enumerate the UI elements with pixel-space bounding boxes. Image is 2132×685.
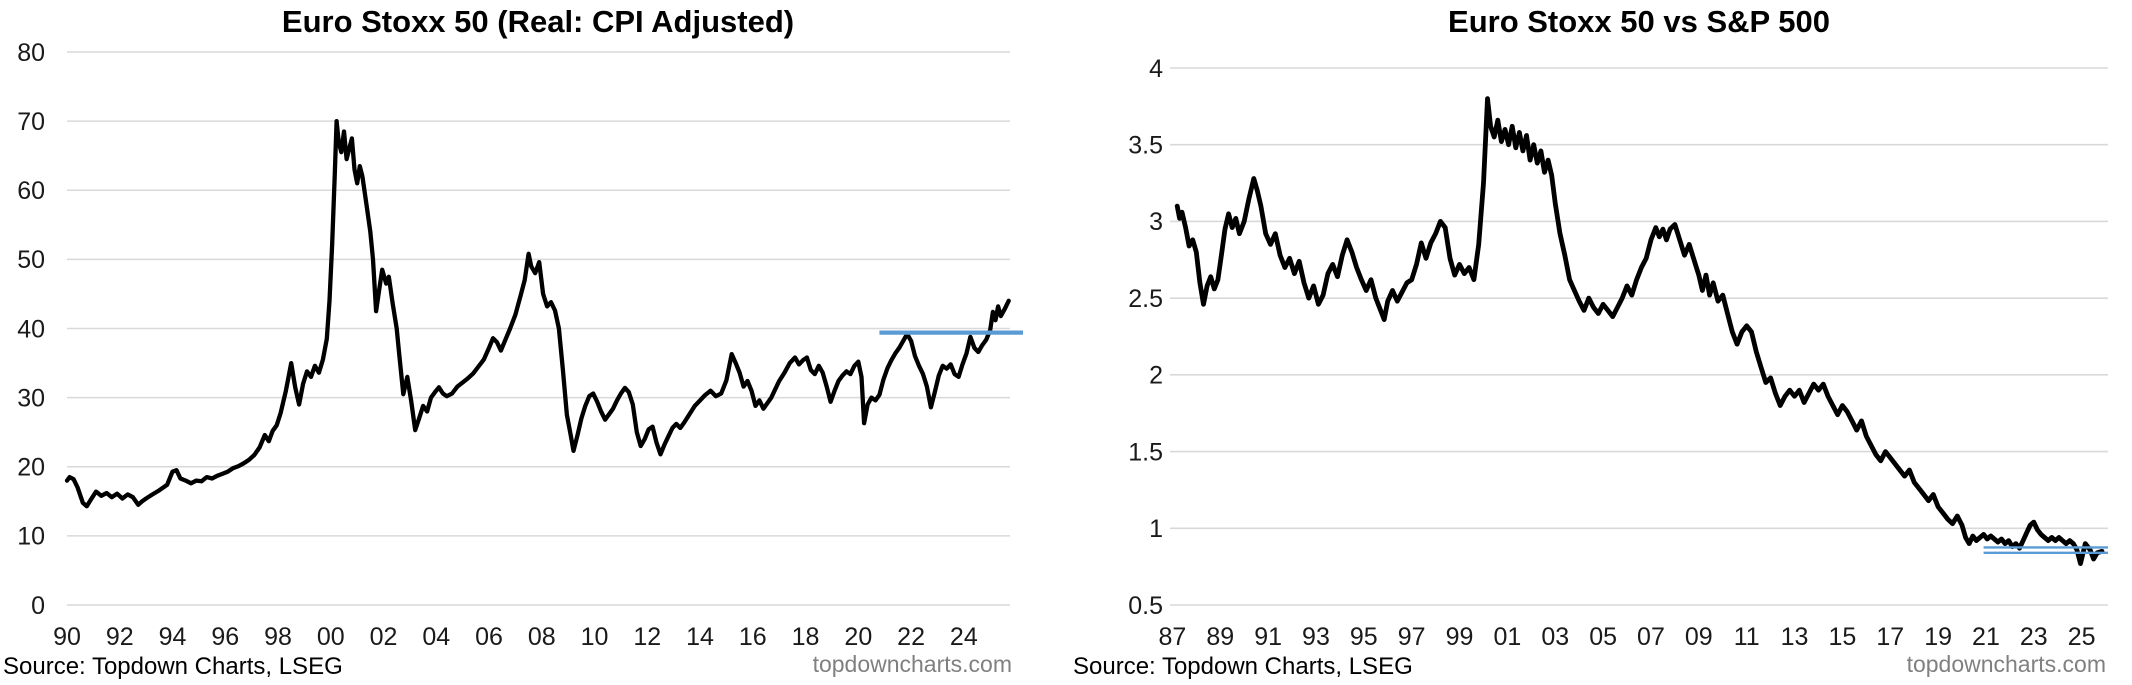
x-tick-label: 90 [53, 623, 81, 651]
source-credit: Source: Topdown Charts, LSEG [3, 653, 343, 680]
y-tick-label: 60 [17, 177, 45, 205]
x-tick-label: 05 [1589, 623, 1617, 651]
x-tick-label: 09 [1685, 623, 1713, 651]
chart-title: Euro Stoxx 50 (Real: CPI Adjusted) [282, 4, 794, 39]
x-tick-label: 22 [897, 623, 925, 651]
x-tick-label: 00 [317, 623, 345, 651]
source-credit: Source: Topdown Charts, LSEG [1073, 653, 1413, 680]
x-tick-label: 21 [1972, 623, 2000, 651]
chart-panel-right: Euro Stoxx 50 vs S&P 500 4 3.5 3 2.5 2 1.5 1 0.… [1066, 0, 2132, 685]
y-tick-label: 3 [1149, 208, 1163, 236]
left-chart-svg: Euro Stoxx 50 (Real: CPI Adjusted) 80 70 6… [3, 4, 1023, 680]
plot-area: 80 70 60 50 40 30 20 10 0 90 92 94 96 98 00 02 04 06 08 10 1… [17, 39, 1023, 651]
x-tick-label: 23 [2020, 623, 2048, 651]
y-tick-label: 4 [1149, 55, 1163, 83]
right-chart-svg: Euro Stoxx 50 vs S&P 500 4 3.5 3 2.5 2 1.5 1 0.… [1073, 4, 2108, 680]
y-tick-label: 80 [17, 39, 45, 67]
y-tick-label: 1 [1149, 515, 1163, 543]
price-line [1174, 96, 2105, 566]
chart-panel-left: Euro Stoxx 50 (Real: CPI Adjusted) 80 70 6… [3, 4, 1023, 680]
x-tick-label: 89 [1206, 623, 1234, 651]
x-tick-label: 94 [159, 623, 187, 651]
y-tick-label: 20 [17, 454, 45, 482]
x-tick-label: 06 [475, 623, 503, 651]
x-tick-label: 98 [264, 623, 292, 651]
x-tick-label: 12 [633, 623, 661, 651]
y-tick-label: 30 [17, 384, 45, 412]
chart-title: Euro Stoxx 50 vs S&P 500 [1448, 4, 1830, 39]
x-tick-label: 92 [106, 623, 134, 651]
x-tick-label: 87 [1158, 623, 1186, 651]
x-tick-label: 17 [1876, 623, 1904, 651]
y-tick-label: 40 [17, 315, 45, 343]
x-tick-label: 20 [844, 623, 872, 651]
y-tick-label: 2 [1149, 362, 1163, 390]
x-tick-label: 93 [1302, 623, 1330, 651]
x-tick-label: 11 [1734, 623, 1760, 651]
x-tick-label: 19 [1924, 623, 1952, 651]
y-tick-label: 0.5 [1128, 592, 1163, 620]
x-tick-label: 02 [370, 623, 398, 651]
watermark: topdowncharts.com [1907, 651, 2106, 677]
y-tick-label: 50 [17, 246, 45, 274]
x-tick-label: 07 [1637, 623, 1665, 651]
x-tick-label: 24 [950, 623, 978, 651]
x-tick-label: 15 [1828, 623, 1856, 651]
x-tick-label: 03 [1541, 623, 1569, 651]
price-line [64, 118, 1011, 509]
x-tick-label: 95 [1350, 623, 1378, 651]
plot-area: 4 3.5 3 2.5 2 1.5 1 0.5 87 89 91 93 95 97 99 01 03 05 07 09… [1128, 55, 2108, 651]
x-tick-label: 97 [1398, 623, 1426, 651]
y-tick-label: 0 [31, 592, 45, 620]
x-tick-label: 14 [686, 623, 714, 651]
x-tick-label: 13 [1781, 623, 1809, 651]
y-tick-label: 1.5 [1128, 438, 1163, 466]
x-tick-label: 91 [1254, 623, 1282, 651]
x-tick-label: 25 [2068, 623, 2096, 651]
watermark: topdowncharts.com [813, 651, 1012, 677]
y-tick-label: 2.5 [1128, 285, 1163, 313]
y-tick-label: 70 [17, 108, 45, 136]
x-tick-label: 01 [1493, 623, 1521, 651]
y-tick-label: 10 [17, 523, 45, 551]
x-tick-label: 04 [422, 623, 450, 651]
y-tick-label: 3.5 [1128, 131, 1163, 159]
x-tick-label: 18 [792, 623, 820, 651]
x-tick-label: 99 [1446, 623, 1474, 651]
x-tick-label: 08 [528, 623, 556, 651]
x-tick-label: 10 [581, 623, 609, 651]
x-tick-label: 16 [739, 623, 767, 651]
x-tick-label: 96 [211, 623, 239, 651]
